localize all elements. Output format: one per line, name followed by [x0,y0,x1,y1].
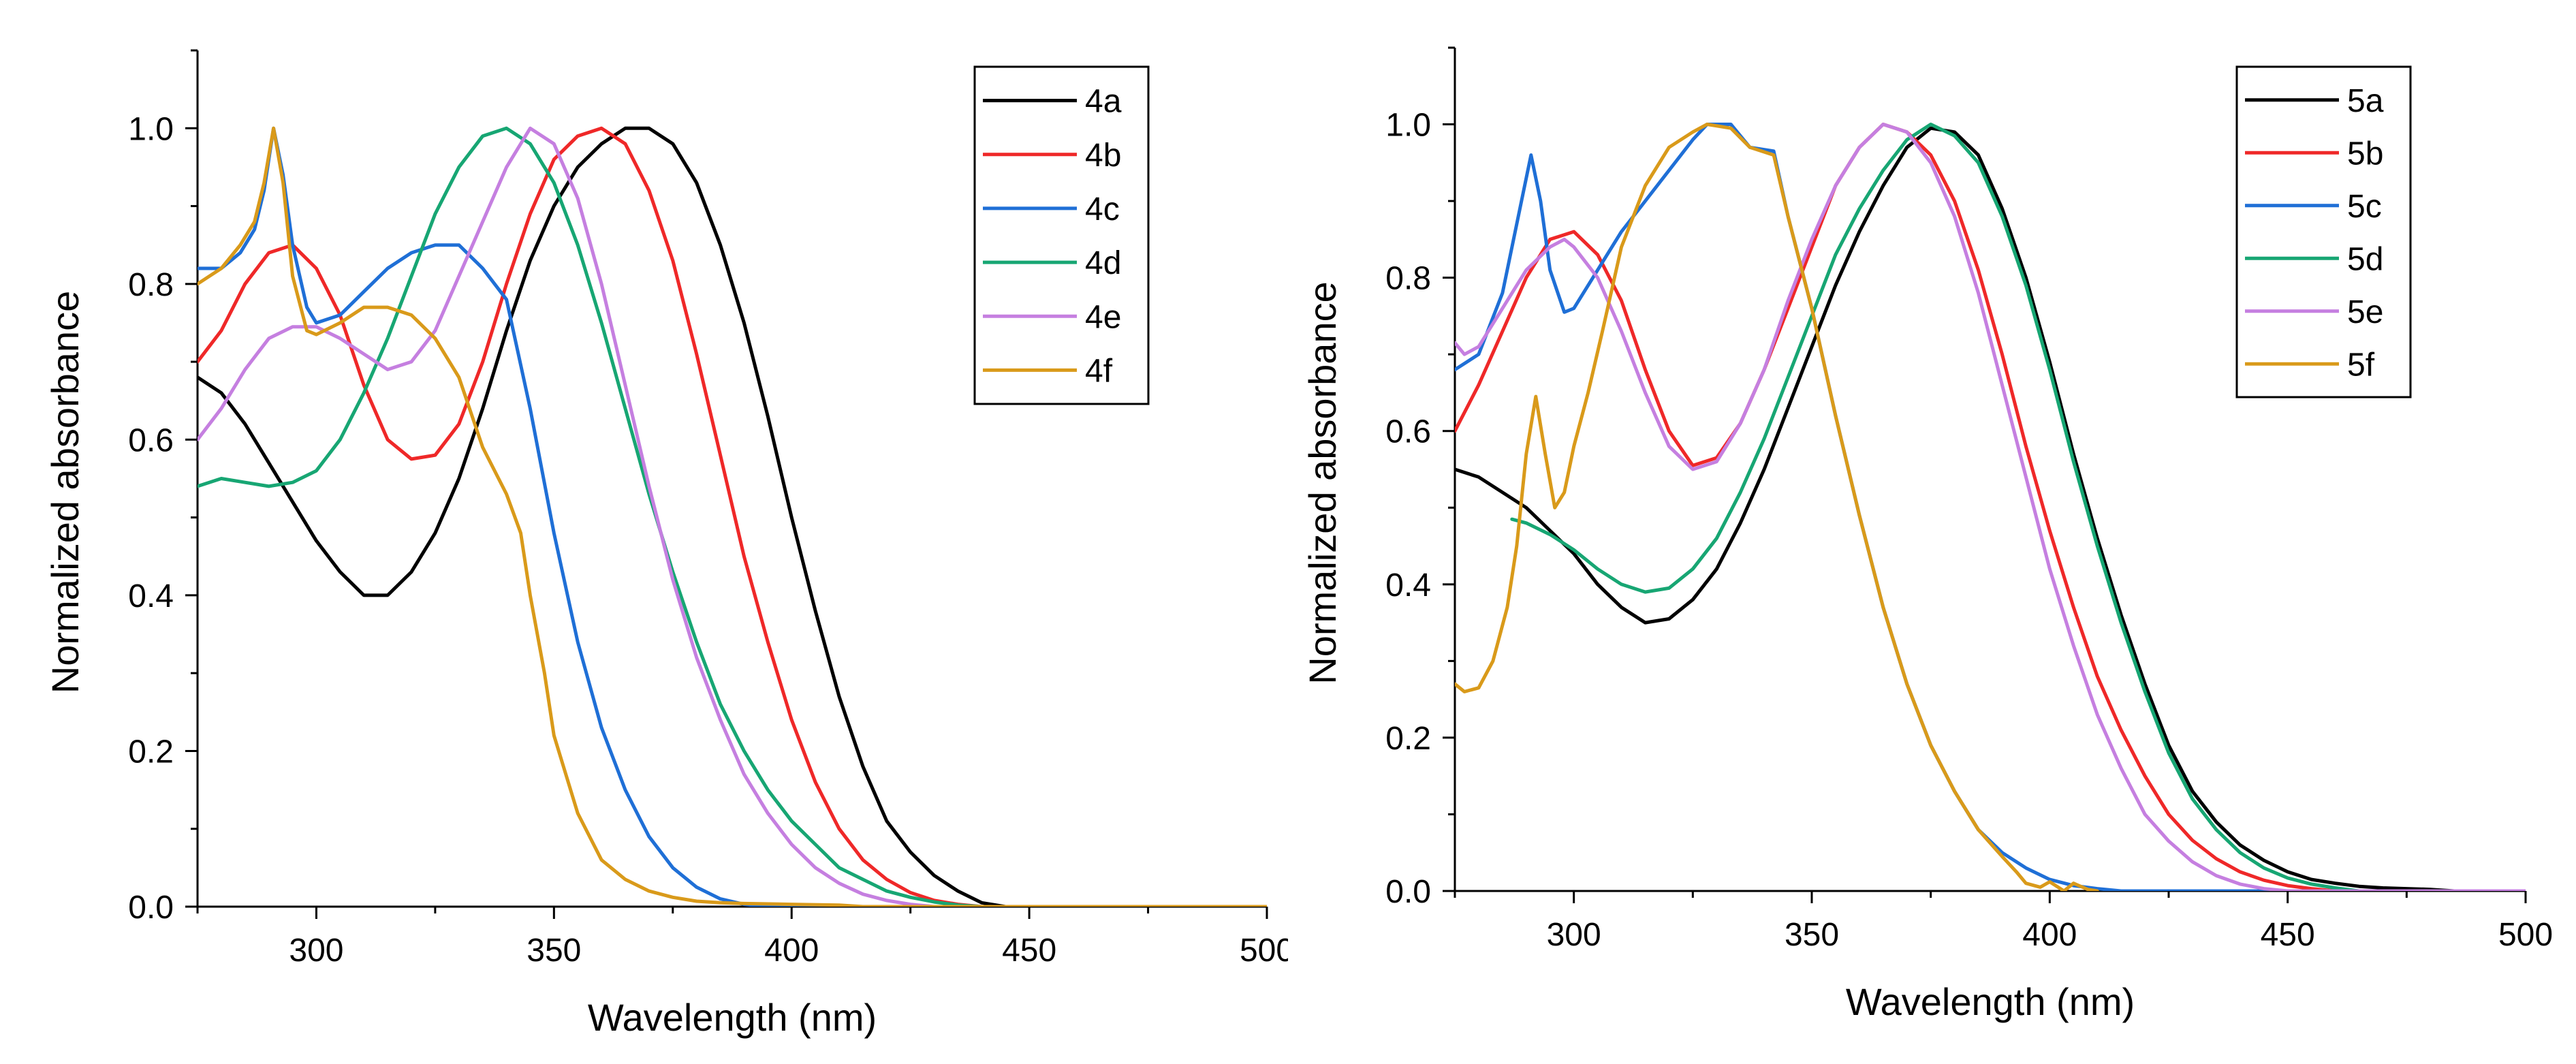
y-tick-label: 0.2 [1385,721,1431,757]
y-tick-label: 0.6 [1385,414,1431,450]
x-tick-label: 350 [1785,917,1839,953]
legend-label-4f: 4f [1085,353,1113,389]
legend-label-5f: 5f [2347,347,2375,383]
legend-label-4e: 4e [1085,299,1121,335]
y-tick-label: 1.0 [128,111,174,147]
y-tick-label: 0.0 [128,890,174,926]
legend-label-4b: 4b [1085,138,1121,174]
series-line-5f [1455,123,2099,891]
y-tick-label: 0.8 [1385,261,1431,297]
y-tick-label: 0.6 [128,422,174,458]
legend-label-4d: 4d [1085,245,1121,281]
y-tick-label: 0.8 [128,267,174,303]
legend-label-5b: 5b [2347,136,2383,172]
y-axis-title: Normalized absorbance [1301,281,1344,684]
legend-label-4a: 4a [1085,84,1122,120]
x-axis-title: Wavelength (nm) [1846,980,2135,1023]
x-tick-label: 300 [289,933,343,969]
series-line-4b [198,126,1267,907]
absorbance-chart-5: 300 350 400 450 500 0.0 0.2 0.4 0.6 0.8 1.0 Wavelen… [1301,46,2553,1023]
x-tick-label: 500 [1240,933,1288,969]
legend-label-5e: 5e [2347,294,2383,330]
series-group [1455,123,2526,891]
absorbance-chart-4: 300 350 400 450 500 0.0 0.2 0.4 0.6 0.8 1.0 Wavelen… [44,49,1294,1039]
y-tick-label: 0.2 [128,734,174,770]
legend-box [2235,65,2412,398]
y-tick-label: 0.4 [128,578,174,614]
series-line-5d [1510,123,2526,891]
series-line-5a [1455,126,2526,891]
x-tick-label: 450 [1002,933,1056,969]
legend-label-5a: 5a [2347,83,2384,119]
series-group [198,126,1267,907]
series-line-4f [198,126,1267,907]
x-tick-label: 450 [2261,917,2315,953]
legend-label-5c: 5c [2347,189,2382,225]
y-tick-label: 1.0 [1385,108,1431,144]
series-line-4d [198,126,1267,907]
legend-label-4c: 4c [1085,191,1120,228]
series-line-5c [1455,123,2526,891]
x-tick-label: 300 [1547,917,1601,953]
series-line-5e [1455,123,2526,891]
x-tick-label: 350 [527,933,581,969]
x-axis-title: Wavelength (nm) [588,996,877,1039]
x-tick-label: 500 [2498,917,2553,953]
x-tick-label: 400 [2022,917,2077,953]
chart-panel-right: 300 350 400 450 500 0.0 0.2 0.4 0.6 0.8 1.0 Wavelen… [1288,0,2576,1064]
y-tick-label: 0.0 [1385,874,1431,910]
chart-panel-left: 300 350 400 450 500 0.0 0.2 0.4 0.6 0.8 1.0 Wavelen… [44,49,1294,1039]
legend-label-5d: 5d [2347,241,2383,277]
x-tick-label: 400 [764,933,819,969]
y-tick-label: 0.4 [1385,567,1431,604]
legend-box [973,65,1150,405]
y-axis-title: Normalized absorbance [44,291,87,693]
